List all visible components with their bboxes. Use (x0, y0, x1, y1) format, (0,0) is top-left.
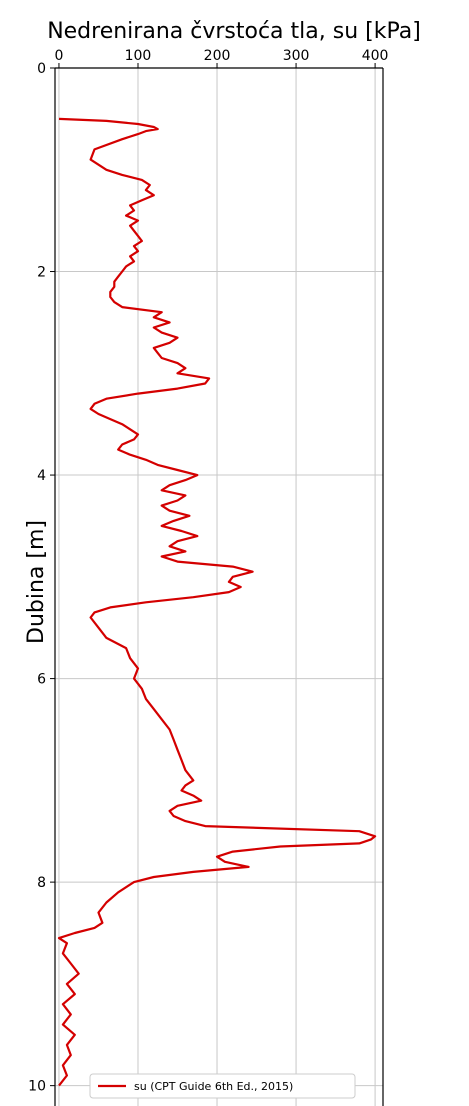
x-tick-label: 300 (283, 48, 310, 64)
y-tick-label: 10 (28, 1079, 46, 1095)
y-tick-label: 4 (37, 468, 46, 484)
legend-label: su (CPT Guide 6th Ed., 2015) (134, 1080, 293, 1093)
legend-box (89, 1073, 356, 1099)
grid (55, 68, 383, 1106)
y-tick-label: 0 (37, 61, 46, 77)
chart-title: Nedrenirana čvrstoća tla, su [kPa] (47, 19, 421, 44)
series-line (57, 117, 377, 1087)
x-tick-label: 100 (125, 48, 152, 64)
y-axis-label: Dubina [m] (24, 520, 49, 644)
x-tick-label: 200 (204, 48, 231, 64)
x-tick-label: 0 (54, 48, 63, 64)
legend: su (CPT Guide 6th Ed., 2015) (89, 1073, 356, 1099)
series-layer (57, 117, 377, 1087)
y-tick-label: 2 (37, 265, 46, 281)
y-tick-label: 8 (37, 875, 46, 891)
axes: 0 100 200 300 400 0 2 4 6 8 10 (28, 48, 388, 1106)
x-tick-label: 400 (362, 48, 389, 64)
y-tick-label: 6 (37, 672, 46, 688)
